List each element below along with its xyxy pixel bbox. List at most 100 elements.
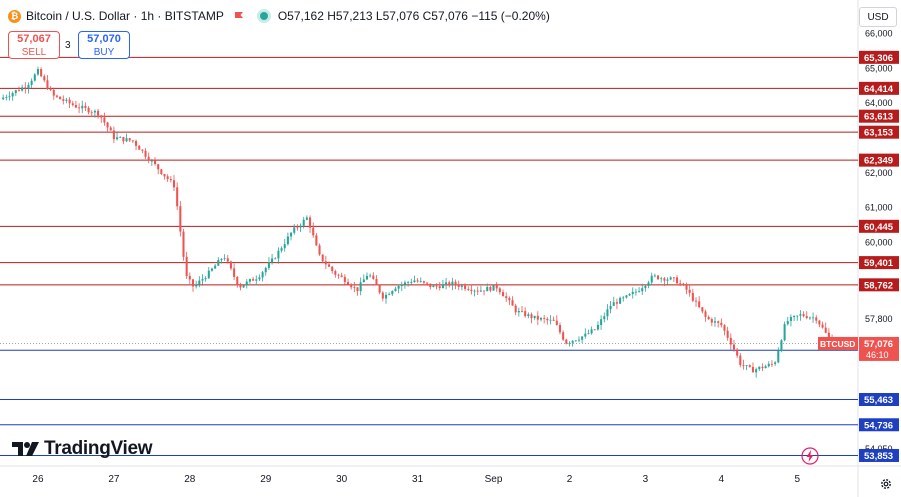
candle-body — [533, 315, 536, 319]
candle-body — [252, 279, 255, 281]
candle-body — [17, 90, 21, 92]
candle-body — [312, 227, 315, 236]
candle-body — [641, 288, 644, 292]
candle-body — [732, 344, 736, 350]
candle-body — [638, 291, 641, 293]
candle-body — [21, 87, 24, 91]
candle-body — [524, 311, 527, 317]
tradingview-logo[interactable]: TradingView — [12, 438, 153, 460]
candle-body — [815, 317, 818, 321]
candle-body — [748, 365, 751, 367]
tradingview-mark-icon — [12, 442, 39, 456]
x-tick-label: 30 — [336, 474, 348, 485]
candle-body — [286, 236, 289, 245]
candle-body — [327, 264, 331, 267]
candle-body — [410, 282, 413, 283]
candle-body — [356, 287, 359, 292]
currency-selector[interactable]: USD — [859, 7, 897, 27]
candle-body — [799, 314, 802, 316]
current-price-tag — [859, 336, 899, 361]
sell-button[interactable]: 57,067 SELL — [8, 31, 60, 59]
candle-body — [596, 324, 599, 330]
candle-body — [672, 277, 675, 279]
candle-body — [698, 301, 701, 308]
candle-body — [505, 296, 508, 299]
candle-body — [448, 282, 451, 286]
candle-body — [457, 284, 460, 287]
candle-body — [93, 110, 96, 113]
candle-body — [609, 305, 612, 310]
candle-body — [663, 278, 666, 281]
candle-body — [195, 284, 198, 287]
candle-body — [603, 316, 606, 320]
candle-body — [321, 254, 324, 262]
candle-body — [248, 279, 251, 282]
flag-icon[interactable] — [234, 11, 244, 21]
candle-body — [590, 329, 593, 334]
x-tick-label: 28 — [184, 474, 196, 485]
candle-body — [445, 282, 448, 285]
support-price-tag — [859, 393, 899, 407]
candle-body — [546, 318, 549, 321]
candle-body — [802, 314, 805, 317]
candle-body — [106, 122, 109, 128]
buy-button[interactable]: 57,070 BUY — [78, 31, 130, 59]
candle-body — [68, 99, 71, 104]
support-price-label: 55,463 — [864, 395, 893, 406]
resistance-price-tag — [859, 125, 899, 139]
candle-body — [460, 285, 463, 287]
candle-body — [236, 276, 239, 286]
candle-body — [479, 290, 482, 292]
candle-body — [163, 174, 166, 177]
candle-body — [337, 274, 340, 276]
candle-body — [78, 107, 81, 109]
current-price-label: 57,076 — [864, 339, 893, 350]
candle-body — [742, 365, 745, 366]
candle-body — [783, 324, 786, 341]
candle-body — [176, 187, 179, 207]
candle-body — [293, 227, 296, 233]
candle-body — [255, 279, 258, 281]
candle-body — [710, 319, 713, 323]
candle-body — [391, 291, 394, 295]
candle-body — [571, 340, 574, 343]
candle-body — [378, 285, 381, 293]
candle-body — [233, 268, 236, 277]
candle-body — [774, 362, 777, 365]
candle-body — [723, 325, 726, 331]
candle-body — [729, 337, 732, 345]
candle-body — [172, 180, 176, 188]
candle-body — [55, 95, 58, 97]
candle-body — [435, 285, 438, 287]
candle-body — [8, 96, 11, 98]
candle-body — [767, 363, 770, 367]
candle-body — [812, 317, 815, 319]
candle-body — [375, 278, 378, 286]
candle-body — [198, 280, 201, 285]
candle-body — [407, 282, 410, 284]
candle-body — [191, 279, 195, 287]
lightning-icon[interactable] — [801, 447, 819, 465]
candle-body — [11, 93, 14, 97]
candle-body — [552, 319, 555, 321]
candle-body — [495, 285, 498, 289]
candle-body — [612, 302, 615, 306]
candle-body — [397, 286, 400, 289]
candle-body — [372, 275, 375, 279]
candle-body — [536, 315, 539, 320]
candle-body — [24, 87, 27, 89]
candle-body — [36, 69, 39, 75]
sell-price: 57,067 — [17, 33, 51, 45]
settings-gear-icon[interactable] — [879, 477, 893, 491]
resistance-price-label: 64,414 — [864, 84, 894, 95]
candle-body — [207, 270, 210, 279]
candle-body — [112, 130, 115, 140]
symbol-title[interactable]: Bitcoin / U.S. Dollar · 1h · BITSTAMP — [26, 9, 224, 23]
candle-body — [299, 225, 302, 228]
candle-body — [717, 321, 720, 323]
candle-body — [160, 169, 163, 175]
candle-body — [419, 281, 422, 283]
candle-body — [331, 266, 334, 272]
candle-body — [422, 281, 425, 283]
